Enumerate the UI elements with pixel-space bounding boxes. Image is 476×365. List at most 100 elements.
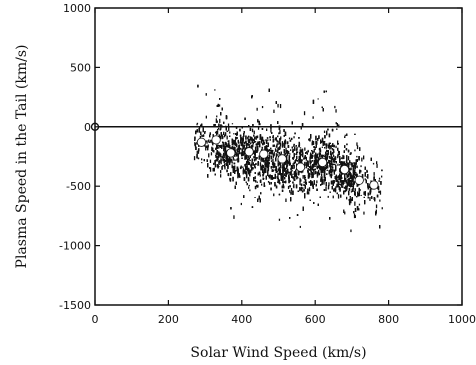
scatter-point xyxy=(253,158,256,162)
scatter-point xyxy=(272,169,274,172)
scatter-point xyxy=(284,140,286,144)
scatter-point xyxy=(226,144,228,148)
scatter-point xyxy=(334,164,336,165)
scatter-point xyxy=(310,165,312,170)
scatter-point xyxy=(329,157,331,159)
scatter-point xyxy=(338,124,340,128)
mean-point xyxy=(339,164,350,175)
scatter-point xyxy=(196,141,198,145)
scatter-point xyxy=(269,139,271,141)
scatter-point xyxy=(299,147,302,149)
scatter-point xyxy=(272,144,274,147)
scatter-point xyxy=(265,157,267,162)
scatter-point xyxy=(335,122,337,125)
scatter-point xyxy=(319,153,321,157)
scatter-point xyxy=(237,153,239,159)
mean-point xyxy=(244,147,254,157)
scatter-point xyxy=(288,150,290,154)
scatter-point xyxy=(325,186,327,191)
scatter-point xyxy=(292,150,294,153)
scatter-point xyxy=(267,166,269,171)
scatter-point xyxy=(285,150,287,154)
scatter-point xyxy=(249,136,251,141)
scatter-point xyxy=(253,177,255,182)
scatter-point xyxy=(254,172,256,174)
scatter-point xyxy=(332,169,334,171)
scatter-point xyxy=(306,191,308,195)
scatter-point xyxy=(250,142,252,145)
scatter-point xyxy=(304,196,306,199)
scatter-point xyxy=(349,183,352,188)
scatter-point xyxy=(327,185,330,189)
scatter-point xyxy=(259,143,261,148)
scatter-point xyxy=(320,167,322,171)
scatter-point xyxy=(230,172,232,176)
scatter-point xyxy=(351,186,353,187)
scatter-point xyxy=(218,160,220,165)
scatter-point xyxy=(283,181,285,183)
scatter-point xyxy=(312,116,314,119)
scatter-point xyxy=(218,145,220,148)
scatter-point xyxy=(249,189,251,192)
scatter-point xyxy=(263,182,265,187)
scatter-point xyxy=(216,131,218,135)
scatter-point xyxy=(324,143,326,146)
scatter-point xyxy=(272,141,274,143)
scatter-point xyxy=(229,157,231,161)
scatter-point xyxy=(215,147,217,150)
scatter-point xyxy=(274,174,276,179)
scatter-point xyxy=(334,187,337,191)
scatter-point xyxy=(283,168,286,172)
scatter-point xyxy=(287,151,289,154)
scatter-point xyxy=(305,180,307,185)
scatter-point xyxy=(234,154,236,157)
scatter-point xyxy=(249,127,252,131)
scatter-point xyxy=(345,148,348,151)
scatter-point xyxy=(229,178,232,182)
scatter-point xyxy=(230,159,233,161)
scatter-point xyxy=(335,145,337,149)
scatter-point xyxy=(317,161,319,164)
scatter-point xyxy=(276,170,278,173)
scatter-point xyxy=(353,181,355,185)
y-axis-ticks: 1000 500 0 -500 -1000 -1500 xyxy=(59,2,462,312)
scatter-point xyxy=(213,150,215,153)
scatter-point xyxy=(248,135,250,138)
scatter-point xyxy=(247,167,250,173)
scatter-point xyxy=(303,181,305,184)
scatter-point xyxy=(202,127,204,133)
scatter-point xyxy=(352,172,355,176)
scatter-point xyxy=(221,166,223,170)
scatter-point xyxy=(299,154,301,158)
scatter-point xyxy=(294,132,296,135)
scatter-point xyxy=(259,198,261,203)
scatter-point xyxy=(346,155,348,159)
scatter-point xyxy=(289,174,291,176)
scatter-point xyxy=(344,174,346,178)
scatter-point xyxy=(303,157,305,160)
scatter-point xyxy=(295,173,297,178)
scatter-point xyxy=(246,144,248,149)
scatter-point xyxy=(235,127,238,129)
scatter-point xyxy=(278,218,281,221)
scatter-point xyxy=(304,185,306,189)
scatter-point xyxy=(287,171,289,175)
scatter-point xyxy=(231,143,234,146)
scatter-point xyxy=(351,162,353,167)
scatter-point xyxy=(198,126,201,130)
scatter-point xyxy=(257,185,259,188)
scatter-point xyxy=(298,144,300,147)
scatter-point xyxy=(323,174,326,179)
scatter-point xyxy=(272,150,274,152)
scatter-point xyxy=(206,140,208,143)
scatter-point xyxy=(277,140,279,145)
mean-point xyxy=(196,137,207,147)
scatter-point xyxy=(218,123,220,128)
scatter-point xyxy=(305,166,307,169)
scatter-point xyxy=(245,163,247,165)
scatter-point xyxy=(277,181,279,183)
scatter-point xyxy=(308,138,311,140)
scatter-point xyxy=(366,170,368,173)
scatter-point xyxy=(335,174,337,178)
scatter-point xyxy=(243,147,245,150)
